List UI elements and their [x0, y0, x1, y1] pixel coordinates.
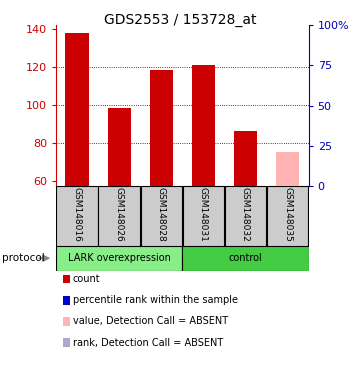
Text: control: control — [229, 253, 262, 263]
Bar — [267, 186, 308, 246]
Bar — [276, 152, 299, 186]
Text: GDS2553 / 153728_at: GDS2553 / 153728_at — [104, 13, 257, 27]
Bar — [150, 71, 173, 186]
Text: GSM148028: GSM148028 — [157, 187, 166, 242]
Text: protocol: protocol — [2, 253, 44, 263]
Bar — [56, 246, 182, 271]
Bar — [108, 108, 131, 186]
Text: LARK overexpression: LARK overexpression — [68, 253, 170, 263]
Text: count: count — [73, 274, 100, 284]
Text: GSM148026: GSM148026 — [115, 187, 123, 242]
Bar — [234, 131, 257, 186]
Bar — [65, 33, 88, 186]
Bar — [99, 186, 140, 246]
Bar — [182, 246, 309, 271]
Bar — [192, 65, 215, 186]
Text: value, Detection Call = ABSENT: value, Detection Call = ABSENT — [73, 316, 228, 326]
Bar — [225, 186, 266, 246]
Text: GSM148032: GSM148032 — [241, 187, 250, 242]
Bar — [140, 186, 182, 246]
Bar — [183, 186, 224, 246]
Bar — [56, 186, 97, 246]
Text: GSM148035: GSM148035 — [283, 187, 292, 242]
Text: GSM148016: GSM148016 — [73, 187, 82, 242]
Text: rank, Detection Call = ABSENT: rank, Detection Call = ABSENT — [73, 338, 223, 348]
Text: percentile rank within the sample: percentile rank within the sample — [73, 295, 238, 305]
Text: GSM148031: GSM148031 — [199, 187, 208, 242]
